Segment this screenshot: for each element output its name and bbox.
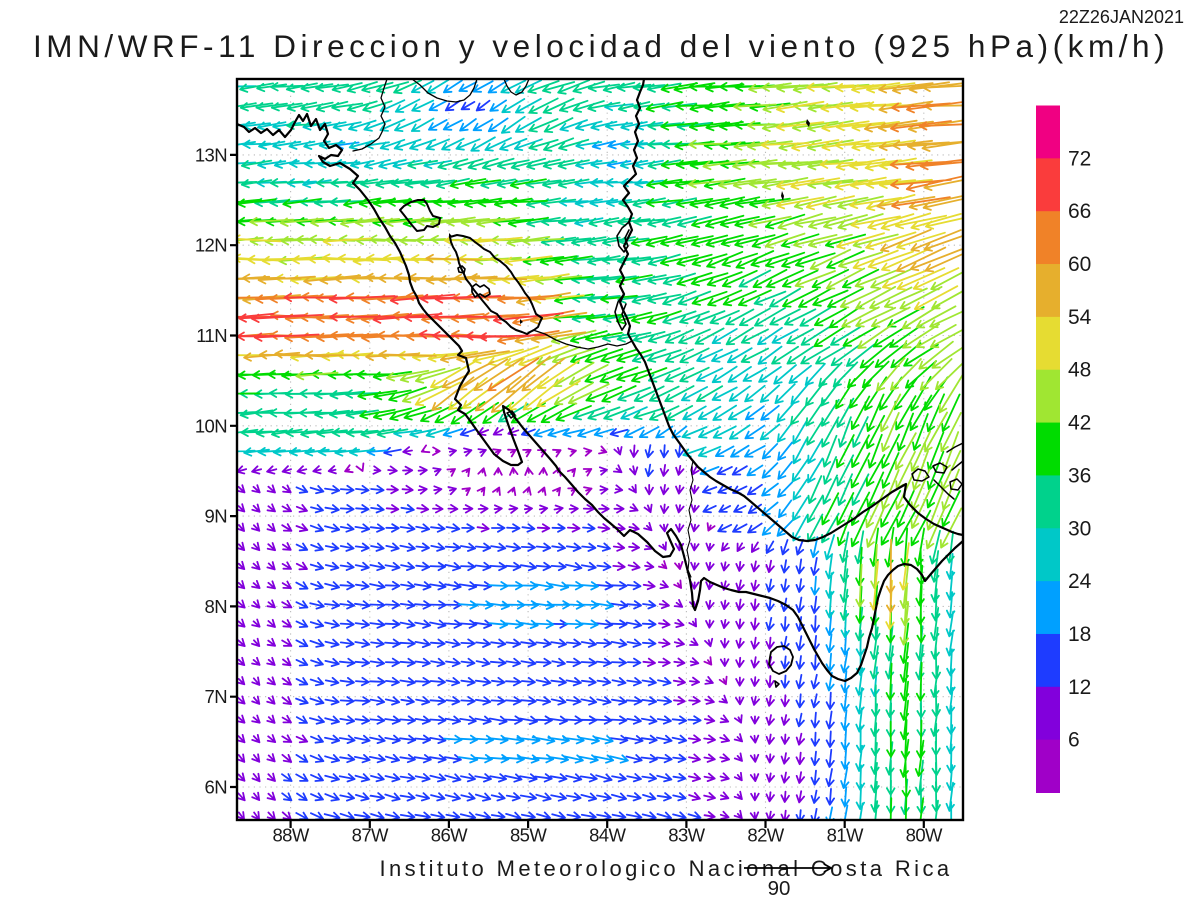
- svg-text:30: 30: [1068, 517, 1091, 540]
- svg-text:24: 24: [1068, 570, 1092, 593]
- svg-text:9N: 9N: [205, 506, 227, 527]
- svg-text:60: 60: [1068, 253, 1091, 276]
- svg-text:18: 18: [1068, 623, 1091, 646]
- svg-text:12: 12: [1068, 676, 1091, 699]
- svg-text:84W: 84W: [589, 825, 626, 846]
- svg-text:7N: 7N: [205, 686, 227, 707]
- svg-text:6N: 6N: [205, 777, 227, 798]
- svg-text:11N: 11N: [196, 325, 227, 346]
- svg-text:IMN/WRF-11 Direccion y velocid: IMN/WRF-11 Direccion y velocidad del vie…: [33, 28, 1169, 64]
- svg-text:83W: 83W: [668, 825, 705, 846]
- svg-text:36: 36: [1068, 464, 1091, 487]
- svg-text:88W: 88W: [272, 825, 309, 846]
- svg-text:72: 72: [1068, 147, 1091, 170]
- svg-text:66: 66: [1068, 200, 1091, 223]
- svg-text:90: 90: [768, 877, 791, 900]
- svg-text:54: 54: [1068, 306, 1092, 329]
- svg-text:87W: 87W: [352, 825, 389, 846]
- svg-text:22Z26JAN2021: 22Z26JAN2021: [1059, 7, 1184, 27]
- svg-text:12N: 12N: [195, 235, 227, 256]
- svg-text:80W: 80W: [906, 825, 943, 846]
- svg-text:Instituto Meteorologico Nacion: Instituto Meteorologico Nacional Costa R…: [380, 856, 953, 881]
- svg-text:13N: 13N: [195, 144, 227, 165]
- svg-text:82W: 82W: [747, 825, 784, 846]
- svg-text:86W: 86W: [431, 825, 468, 846]
- svg-text:10N: 10N: [195, 415, 227, 436]
- svg-text:48: 48: [1068, 359, 1091, 382]
- svg-text:42: 42: [1068, 412, 1091, 435]
- svg-text:85W: 85W: [510, 825, 547, 846]
- svg-text:8N: 8N: [205, 596, 227, 617]
- svg-text:6: 6: [1068, 729, 1080, 752]
- svg-text:81W: 81W: [827, 825, 864, 846]
